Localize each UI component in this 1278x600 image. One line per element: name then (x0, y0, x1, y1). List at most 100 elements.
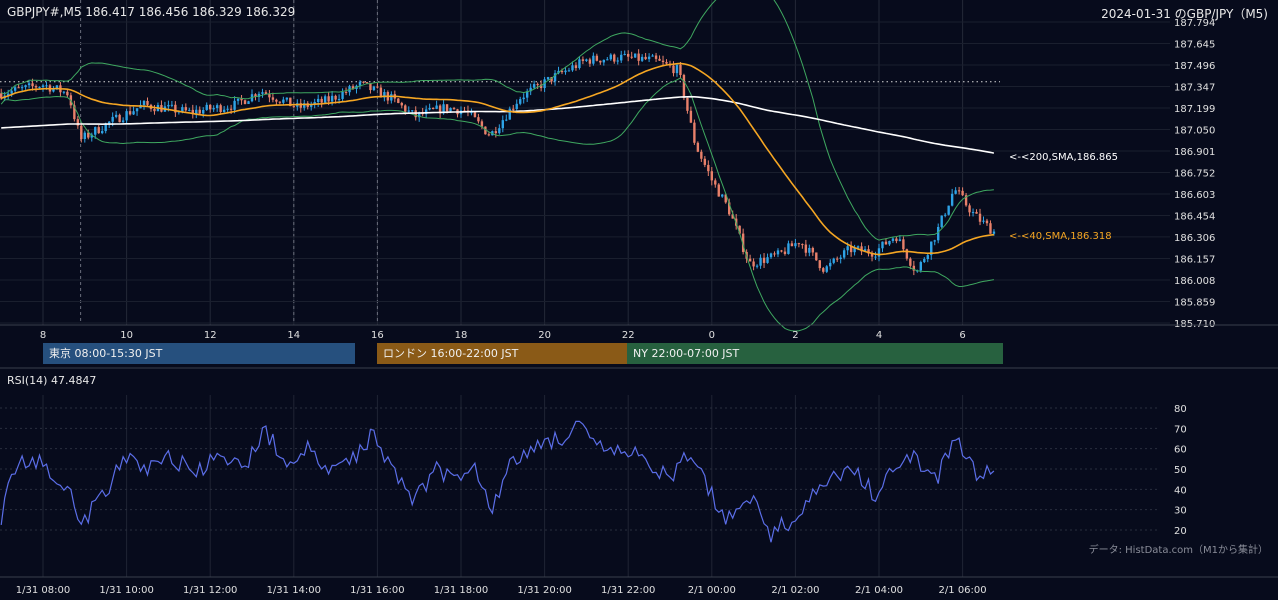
candle-body (574, 65, 578, 69)
candle-body (128, 111, 132, 115)
candle-body (728, 202, 731, 215)
candle-body (721, 194, 724, 197)
candle-body (209, 104, 212, 110)
hour-tick-label: 2 (792, 330, 798, 341)
candle-body (45, 85, 48, 87)
candle-body (6, 93, 10, 96)
candle-body (588, 59, 592, 64)
candle-body (376, 86, 379, 88)
candle-body (898, 239, 902, 242)
candle-body (31, 83, 34, 87)
session-ny: NY 22:00-07:00 JST (627, 343, 1003, 364)
hour-tick-label: 0 (709, 330, 715, 341)
candle-body (529, 87, 532, 92)
price-tick-label: 186.901 (1174, 147, 1215, 158)
time-tick-label: 1/31 14:00 (267, 585, 321, 596)
candle-body (132, 111, 135, 115)
candle-body (975, 211, 978, 214)
candle-body (884, 241, 888, 245)
candle-body (34, 86, 38, 88)
candle-body (17, 87, 20, 89)
candle-body (101, 131, 104, 134)
candle-body (909, 258, 912, 266)
candle-body (198, 109, 201, 114)
candle-body (219, 105, 222, 112)
candle-body (609, 54, 612, 60)
price-tick-label: 187.050 (1174, 125, 1215, 136)
time-tick-label: 2/1 04:00 (855, 585, 903, 596)
candle-body (188, 109, 191, 111)
candle-body (142, 100, 146, 105)
candle-body (236, 98, 240, 101)
rsi-label: RSI(14) 47.4847 (7, 374, 97, 387)
candle-body (836, 258, 839, 260)
candle-body (243, 100, 247, 104)
candle-body (498, 128, 501, 134)
hour-tick-label: 16 (371, 330, 384, 341)
candle-body (832, 258, 835, 263)
candle-body (943, 214, 947, 216)
candle-body (379, 87, 383, 98)
time-tick-label: 1/31 12:00 (183, 585, 237, 596)
candle-body (299, 103, 302, 108)
hour-tick-label: 14 (287, 330, 300, 341)
candle-body (525, 91, 529, 98)
candle-body (55, 85, 59, 89)
candle-body (470, 112, 473, 114)
rsi-tick-label: 20 (1174, 526, 1187, 537)
candle-body (424, 109, 428, 115)
candle-body (703, 158, 707, 165)
candle-body (400, 102, 403, 106)
candle-body (644, 56, 647, 60)
candle-body (215, 105, 219, 109)
candle-body (418, 112, 421, 118)
candle-body (76, 119, 80, 126)
candle-body (933, 240, 936, 242)
candle-body (428, 108, 431, 110)
candle-body (693, 122, 696, 143)
candle-body (97, 127, 100, 134)
price-tick-label: 187.794 (1174, 18, 1215, 29)
price-tick-label: 186.603 (1174, 190, 1215, 201)
candle-body (633, 53, 637, 58)
candle-body (881, 241, 884, 249)
candle-body (620, 54, 623, 61)
candle-body (954, 190, 957, 194)
candle-body (849, 246, 853, 253)
candle-body (505, 119, 508, 121)
candle-body (404, 105, 407, 112)
hour-tick-label: 18 (455, 330, 468, 341)
candle-body (383, 92, 386, 98)
candle-body (52, 88, 55, 92)
price-tick-label: 187.347 (1174, 83, 1215, 94)
candle-body (90, 134, 93, 138)
candle-body (585, 59, 588, 61)
sma40-annotation: <-<40,SMA,186.318 (1009, 231, 1112, 242)
candle-body (856, 246, 860, 248)
candle-body (515, 103, 518, 110)
candle-body (501, 120, 504, 129)
candle-body (118, 114, 121, 123)
candle-body (846, 246, 849, 251)
candle-body (978, 213, 982, 222)
candle-body (654, 55, 658, 59)
candle-body (411, 110, 414, 112)
sma40-line (0, 62, 994, 256)
candle-body (226, 108, 229, 110)
candle-body (937, 226, 940, 241)
candle-body (700, 151, 703, 159)
candle-body (985, 220, 989, 224)
candle-body (762, 257, 766, 263)
candle-body (724, 194, 727, 203)
candle-body (365, 82, 369, 84)
candle-body (282, 99, 285, 103)
candle-body (923, 259, 926, 263)
candle-body (463, 110, 466, 112)
candle-body (62, 91, 66, 93)
candle-body (66, 91, 69, 96)
candle-body (407, 110, 410, 112)
candle-body (191, 109, 194, 114)
session-london: ロンドン 16:00-22:00 JST (377, 343, 627, 364)
sma200-annotation: <-<200,SMA,186.865 (1009, 152, 1118, 163)
